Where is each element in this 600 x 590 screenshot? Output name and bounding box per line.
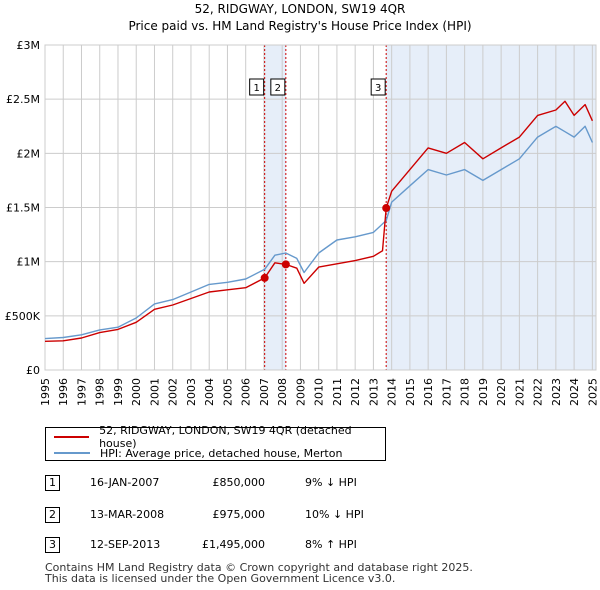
- chart-title: 52, RIDGWAY, LONDON, SW19 4QR: [194, 2, 406, 16]
- legend-swatch-hpi: [54, 452, 90, 454]
- x-tick-label: 2018: [459, 378, 472, 406]
- sale-row: 3 12-SEP-2013 £1,495,000 8% ↑ HPI: [45, 537, 385, 557]
- y-tick-label: £1.5M: [6, 202, 40, 215]
- plot-frame: [44, 44, 597, 371]
- x-tick-label: 2009: [294, 378, 307, 406]
- x-tick-label: 2017: [440, 378, 453, 406]
- sale-point: [382, 204, 391, 213]
- legend-label-property: 52, RIDGWAY, LONDON, SW19 4QR (detached …: [99, 424, 352, 450]
- sale-marker-box: [249, 78, 265, 96]
- x-tick-label: 1995: [39, 378, 52, 406]
- x-tick-label: 2007: [258, 378, 271, 406]
- x-tick-label: 2019: [477, 378, 490, 406]
- sale-marker-label: 1: [253, 83, 259, 94]
- sale-price: £975,000: [212, 508, 266, 521]
- sale-marker-label: 3: [375, 83, 381, 94]
- x-tick-label: 2020: [495, 378, 508, 406]
- y-tick-label: £3M: [17, 39, 41, 52]
- x-tick-label: 2004: [203, 378, 216, 406]
- x-tick-label: 2021: [513, 378, 526, 406]
- legend: 52, RIDGWAY, LONDON, SW19 4QR (detached …: [45, 424, 386, 461]
- sale-point: [260, 273, 269, 282]
- sale-marker-box: [270, 78, 286, 96]
- x-tick-label: 2000: [130, 378, 143, 406]
- x-tick-label: 2024: [568, 378, 581, 406]
- x-tick-label: 2008: [276, 378, 289, 406]
- x-tick-label: 2023: [550, 378, 563, 406]
- sale-date: 12-SEP-2013: [90, 538, 161, 551]
- x-tick-label: 2013: [367, 378, 380, 406]
- sale-number-badge: 3: [45, 537, 60, 553]
- legend-item-property: 52, RIDGWAY, LONDON, SW19 4QR (detached …: [54, 424, 385, 450]
- sale-hpi-diff: 9% ↓ HPI: [305, 476, 357, 489]
- x-tick-label: 1998: [94, 378, 107, 406]
- y-tick-label: £1M: [17, 256, 41, 269]
- x-tick-label: 2001: [148, 378, 161, 406]
- sale-number-badge: 1: [45, 475, 60, 491]
- x-tick-label: 2006: [240, 378, 253, 406]
- x-tick-label: 2003: [185, 378, 198, 406]
- sale-row: 1 16-JAN-2007 £850,000 9% ↓ HPI: [45, 475, 385, 495]
- x-tick-label: 2016: [422, 378, 435, 406]
- legend-item-hpi: HPI: Average price, detached house, Mert…: [54, 446, 342, 460]
- x-tick-label: 2015: [404, 378, 417, 406]
- property-price-line: [44, 100, 594, 342]
- sale-number-badge: 2: [45, 507, 60, 523]
- x-tick-label: 2005: [221, 378, 234, 406]
- sale-row: 2 13-MAR-2008 £975,000 10% ↓ HPI: [45, 507, 385, 527]
- y-tick-label: £500K: [5, 310, 41, 323]
- sale-price: £1,495,000: [202, 538, 265, 551]
- legend-swatch-property: [54, 436, 90, 438]
- sale-hpi-diff: 10% ↓ HPI: [305, 508, 364, 521]
- x-tick-label: 2012: [349, 378, 362, 406]
- footer-copyright: Contains HM Land Registry data © Crown c…: [45, 561, 473, 574]
- x-tick-label: 2022: [532, 378, 545, 406]
- sale-marker-label: 2: [275, 83, 281, 94]
- footer-licence: This data is licensed under the Open Gov…: [45, 572, 396, 585]
- y-tick-label: £0: [26, 364, 40, 377]
- x-tick-label: 2014: [386, 378, 399, 406]
- chart-subtitle: Price paid vs. HM Land Registry's House …: [128, 19, 472, 33]
- x-tick-label: 1996: [57, 378, 70, 406]
- x-tick-label: 2025: [586, 378, 599, 406]
- x-tick-label: 2002: [167, 378, 180, 406]
- footer: Contains HM Land Registry data © Crown c…: [45, 562, 473, 584]
- x-tick-label: 2011: [331, 378, 344, 406]
- sale-price: £850,000: [212, 476, 266, 489]
- x-tick-label: 1999: [112, 378, 125, 406]
- y-tick-label: £2M: [17, 147, 41, 160]
- sale-marker-box: [370, 78, 386, 96]
- price-chart: 1 2 3 £0 £500K £1M £1.5M £2M £2.5M £3M 1995 1996 1…: [5, 39, 600, 406]
- legend-label-hpi: HPI: Average price, detached house, Mert…: [100, 446, 343, 460]
- sale-hpi-diff: 8% ↑ HPI: [305, 538, 357, 551]
- hpi-line: [44, 125, 594, 340]
- sale-date: 13-MAR-2008: [90, 508, 165, 521]
- y-tick-label: £2.5M: [6, 93, 40, 106]
- sale-point: [281, 260, 290, 269]
- x-tick-label: 1997: [75, 378, 88, 406]
- x-tick-label: 2010: [313, 378, 326, 406]
- sale-date: 16-JAN-2007: [90, 476, 160, 489]
